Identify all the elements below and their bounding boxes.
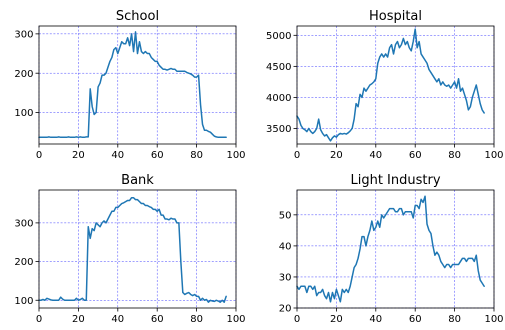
x-tick-label: 80: [190, 150, 203, 161]
axes-frame: [296, 25, 495, 145]
x-tick-label: 20: [330, 314, 343, 325]
subplot-2: 0 20 40 60 80 100 100 200 300 Bank: [14, 173, 245, 325]
x-tick-label: 60: [151, 150, 164, 161]
x-tick-label: 60: [409, 314, 422, 325]
y-tick-label: 20: [279, 304, 292, 315]
x-tick-label: 40: [111, 314, 124, 325]
x-tick-label: 80: [190, 314, 203, 325]
axes-frame: [296, 189, 495, 309]
y-tick-label: 3500: [266, 124, 291, 135]
y-tick-label: 30: [279, 273, 292, 284]
y-tick-label: 5000: [266, 31, 291, 42]
x-tick-label: 20: [72, 314, 85, 325]
series-line: [296, 195, 485, 303]
y-tick-label: 100: [14, 108, 33, 119]
x-tick-label: 0: [36, 150, 42, 161]
series-line: [38, 31, 227, 139]
y-tick-label: 40: [279, 241, 292, 252]
y-tick-label: 4500: [266, 62, 291, 73]
y-tick-label: 50: [279, 210, 292, 221]
x-tick-label: 80: [448, 314, 461, 325]
y-tick-label: 300: [14, 29, 33, 40]
y-tick-label: 200: [14, 69, 33, 80]
x-tick-label: 40: [369, 150, 382, 161]
series-line: [296, 28, 485, 142]
x-tick-label: 20: [72, 150, 85, 161]
x-tick-label: 0: [294, 314, 300, 325]
y-tick-label: 4000: [266, 93, 291, 104]
x-tick-label: 100: [226, 150, 245, 161]
x-tick-label: 100: [484, 314, 503, 325]
y-tick-label: 300: [14, 218, 33, 229]
chart-title: Light Industry: [350, 173, 440, 188]
x-tick-label: 80: [448, 150, 461, 161]
y-tick-label: 100: [14, 296, 33, 307]
x-tick-label: 100: [226, 314, 245, 325]
chart-title: School: [116, 9, 159, 24]
x-tick-label: 40: [111, 150, 124, 161]
x-tick-label: 0: [294, 150, 300, 161]
x-tick-label: 20: [330, 150, 343, 161]
y-tick-label: 200: [14, 257, 33, 268]
x-tick-label: 60: [151, 314, 164, 325]
axes-frame: [38, 25, 237, 145]
x-tick-label: 60: [409, 150, 422, 161]
series-line: [38, 196, 227, 303]
chart-title: Hospital: [369, 9, 422, 24]
axes-frame: [38, 189, 237, 309]
subplot-0: 0 20 40 60 80 100 100 200 300 School: [14, 9, 245, 161]
subplot-1: 0 20 40 60 80 100 3500 4000 4500 5000 Hospital: [266, 9, 504, 161]
chart-title: Bank: [121, 173, 154, 188]
x-tick-label: 0: [36, 314, 42, 325]
x-tick-label: 40: [369, 314, 382, 325]
x-tick-label: 100: [484, 150, 503, 161]
